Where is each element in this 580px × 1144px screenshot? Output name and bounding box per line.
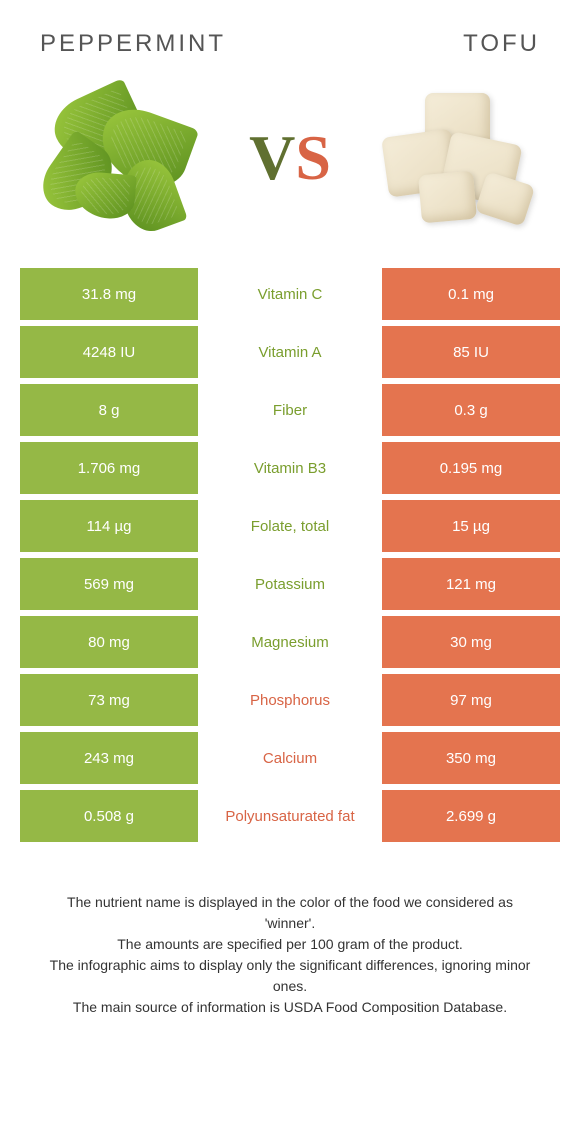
nutrient-row: 80 mgMagnesium30 mg <box>20 616 560 668</box>
left-value: 114 µg <box>20 500 198 552</box>
footer-line: The infographic aims to display only the… <box>40 955 540 997</box>
hero-row: VS <box>20 78 560 268</box>
peppermint-image <box>30 78 210 238</box>
nutrient-row: 0.508 gPolyunsaturated fat2.699 g <box>20 790 560 842</box>
nutrient-row: 4248 IUVitamin A85 IU <box>20 326 560 378</box>
right-value: 0.1 mg <box>382 268 560 320</box>
left-value: 243 mg <box>20 732 198 784</box>
footer-line: The amounts are specified per 100 gram o… <box>40 934 540 955</box>
tofu-image <box>370 78 550 238</box>
footer-line: The main source of information is USDA F… <box>40 997 540 1018</box>
food1-title: Peppermint <box>40 30 226 58</box>
nutrient-label: Phosphorus <box>198 674 382 726</box>
left-value: 8 g <box>20 384 198 436</box>
right-value: 0.195 mg <box>382 442 560 494</box>
nutrient-label: Vitamin C <box>198 268 382 320</box>
nutrient-label: Polyunsaturated fat <box>198 790 382 842</box>
vs-v: V <box>249 122 295 193</box>
right-value: 97 mg <box>382 674 560 726</box>
right-value: 0.3 g <box>382 384 560 436</box>
right-value: 2.699 g <box>382 790 560 842</box>
left-value: 569 mg <box>20 558 198 610</box>
left-value: 0.508 g <box>20 790 198 842</box>
nutrient-row: 569 mgPotassium121 mg <box>20 558 560 610</box>
left-value: 80 mg <box>20 616 198 668</box>
vs-s: S <box>295 122 331 193</box>
nutrient-label: Fiber <box>198 384 382 436</box>
right-value: 15 µg <box>382 500 560 552</box>
left-value: 4248 IU <box>20 326 198 378</box>
nutrient-row: 73 mgPhosphorus97 mg <box>20 674 560 726</box>
left-value: 1.706 mg <box>20 442 198 494</box>
nutrient-label: Calcium <box>198 732 382 784</box>
right-value: 121 mg <box>382 558 560 610</box>
nutrient-label: Magnesium <box>198 616 382 668</box>
nutrient-row: 31.8 mgVitamin C0.1 mg <box>20 268 560 320</box>
nutrient-row: 243 mgCalcium350 mg <box>20 732 560 784</box>
nutrient-label: Vitamin A <box>198 326 382 378</box>
food2-title: Tofu <box>463 30 540 58</box>
vs-label: VS <box>249 121 331 195</box>
footer-notes: The nutrient name is displayed in the co… <box>20 842 560 1038</box>
nutrient-label: Folate, total <box>198 500 382 552</box>
nutrient-label: Vitamin B3 <box>198 442 382 494</box>
footer-line: The nutrient name is displayed in the co… <box>40 892 540 934</box>
nutrient-label: Potassium <box>198 558 382 610</box>
title-row: Peppermint Tofu <box>20 20 560 78</box>
right-value: 350 mg <box>382 732 560 784</box>
right-value: 85 IU <box>382 326 560 378</box>
left-value: 31.8 mg <box>20 268 198 320</box>
nutrient-row: 1.706 mgVitamin B30.195 mg <box>20 442 560 494</box>
nutrient-row: 8 gFiber0.3 g <box>20 384 560 436</box>
left-value: 73 mg <box>20 674 198 726</box>
nutrient-table: 31.8 mgVitamin C0.1 mg 4248 IUVitamin A85… <box>20 268 560 842</box>
right-value: 30 mg <box>382 616 560 668</box>
nutrient-row: 114 µgFolate, total15 µg <box>20 500 560 552</box>
infographic-container: Peppermint Tofu VS 31.8 mgVitamin C0.1 m… <box>0 0 580 1058</box>
